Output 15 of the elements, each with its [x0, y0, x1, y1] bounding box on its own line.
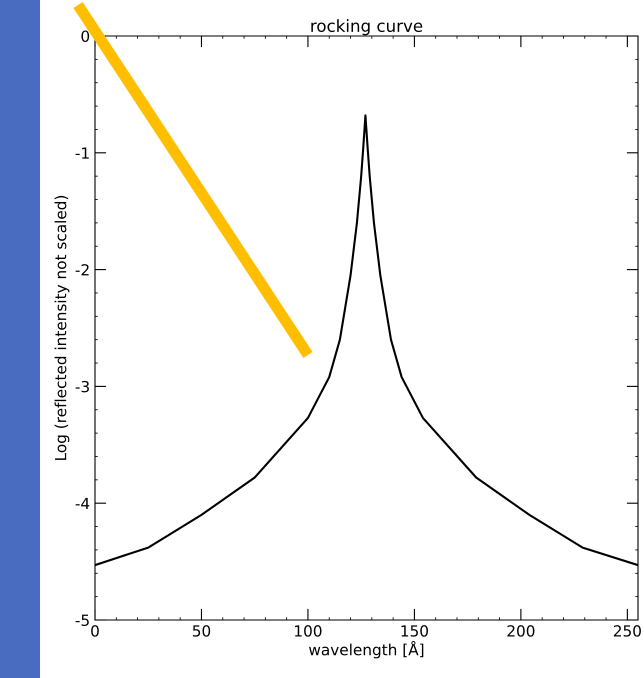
chart-title: rocking curve	[311, 19, 422, 36]
x-tick-label: 250	[614, 625, 641, 637]
x-tick-label: 100	[295, 625, 322, 637]
x-tick-label: 50	[192, 625, 210, 637]
x-tick-label: 200	[507, 625, 534, 637]
y-tick-label: -2	[76, 264, 89, 276]
x-tick-label: 150	[402, 625, 428, 637]
y-tick-label: -5	[76, 614, 89, 626]
y-tick-label: -1	[76, 147, 89, 159]
y-tick-label: -4	[76, 498, 90, 510]
x-tick-label: 0	[91, 625, 99, 637]
y-axis-title: Log (reflected intensity not scaled)	[54, 196, 70, 460]
y-tick-label: -3	[76, 380, 89, 392]
x-axis-title: wavelength [Å]	[309, 641, 424, 658]
y-tick-label: 0	[81, 30, 90, 42]
